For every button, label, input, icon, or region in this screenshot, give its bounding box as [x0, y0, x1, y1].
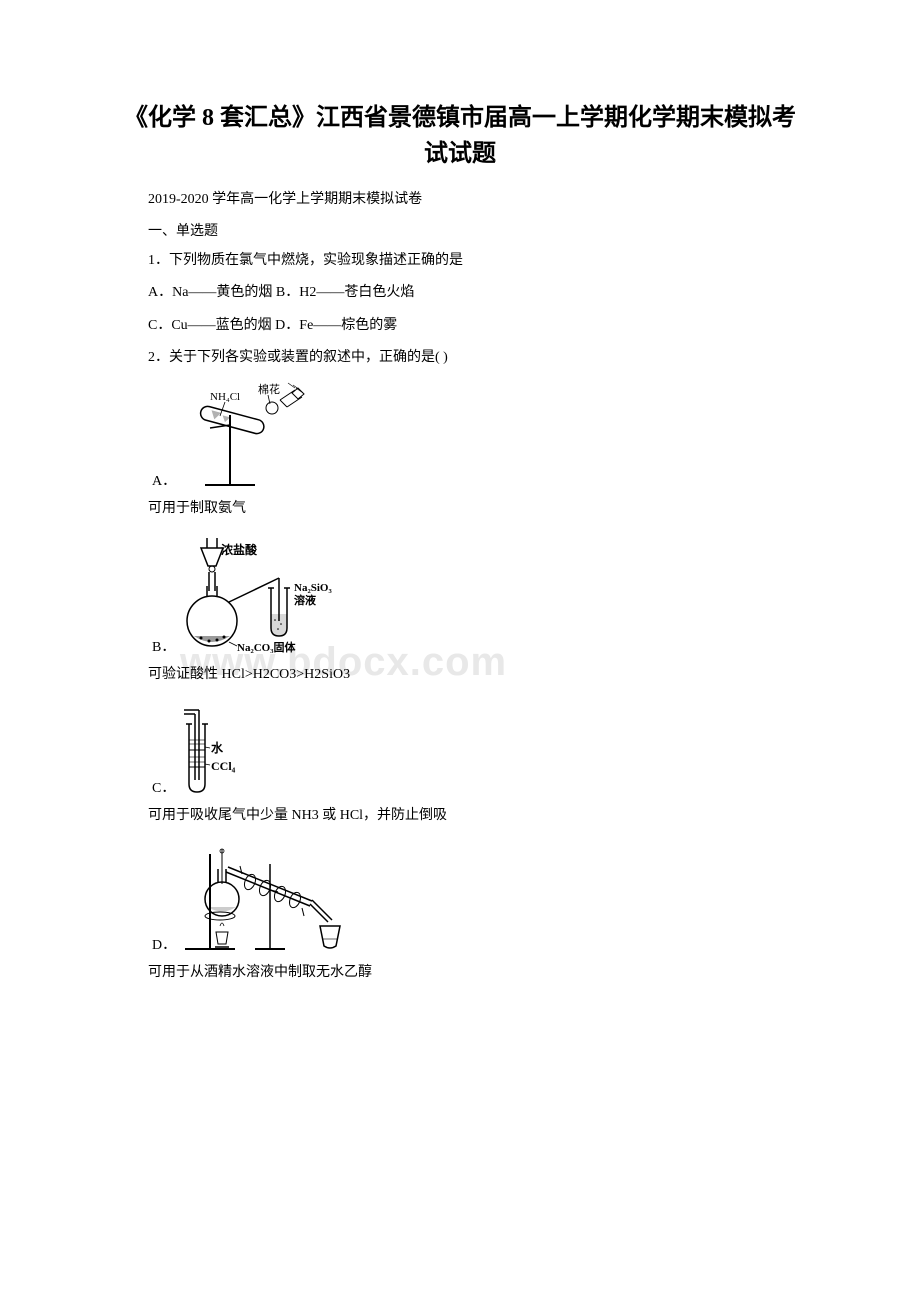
apparatus-d-diagram: [180, 844, 380, 954]
svg-text:浓盐酸: 浓盐酸: [221, 542, 258, 557]
svg-text:水: 水: [211, 740, 224, 755]
cotton-label: 棉花: [258, 382, 280, 396]
subtitle: 2019-2020 学年高一化学上学期期末模拟试卷: [120, 188, 800, 208]
svg-text:溶液: 溶液: [294, 593, 317, 607]
option-b-label: B．: [152, 636, 175, 656]
q2-option-b: B． 浓盐酸 Na₂CO₃固体: [152, 536, 800, 656]
q2-option-d: D．: [152, 844, 800, 954]
svg-text:Na₂CO₃固体: Na₂CO₃固体: [237, 640, 297, 654]
q1-option-ab: A．Na——黄色的烟 B．H2——苍白色火焰: [120, 282, 800, 304]
section-header: 一、单选题: [120, 220, 800, 240]
apparatus-b-diagram: 浓盐酸 Na₂CO₃固体 Na₂SiO₃ 溶液: [179, 536, 359, 656]
svg-text:CCl₄: CCl₄: [211, 759, 236, 773]
nh4cl-label: NH₄Cl: [210, 391, 240, 403]
svg-text:Na₂SiO₃: Na₂SiO₃: [294, 582, 332, 594]
option-c-label: C．: [152, 777, 175, 797]
q2-a-description: 可用于制取氨气: [120, 498, 800, 520]
apparatus-a-diagram: NH₄Cl 棉花: [180, 380, 310, 490]
option-d-label: D．: [152, 934, 176, 954]
q2-b-description: 可验证酸性 HCl>H2CO3>H2SiO3: [120, 664, 800, 686]
option-a-label: A．: [152, 470, 176, 490]
q2-option-c: C． 水 CCl₄: [152, 702, 800, 797]
document-title: 《化学 8 套汇总》江西省景德镇市届高一上学期化学期末模拟考试试题: [120, 100, 800, 172]
q1-stem: 1．下列物质在氯气中燃烧，实验现象描述正确的是: [120, 250, 800, 272]
q1-option-cd: C．Cu——蓝色的烟 D．Fe——棕色的雾: [120, 315, 800, 337]
apparatus-c-diagram: 水 CCl₄: [179, 702, 259, 797]
q2-stem: 2．关于下列各实验或装置的叙述中，正确的是( ): [120, 347, 800, 369]
q2-option-a: A． NH₄Cl 棉花: [152, 380, 800, 490]
q2-c-description: 可用于吸收尾气中少量 NH3 或 HCl，并防止倒吸: [120, 805, 800, 827]
q2-d-description: 可用于从酒精水溶液中制取无水乙醇: [120, 962, 800, 984]
